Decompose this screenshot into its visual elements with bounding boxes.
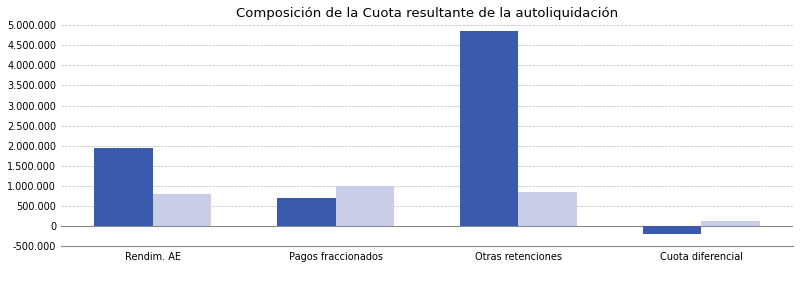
Bar bbox=[702, 221, 760, 226]
Title: Composición de la Cuota resultante de la autoliquidación: Composición de la Cuota resultante de la… bbox=[236, 7, 618, 20]
Bar bbox=[518, 192, 577, 226]
Bar bbox=[460, 31, 518, 226]
Bar bbox=[335, 186, 394, 226]
Bar bbox=[642, 226, 702, 234]
Bar bbox=[153, 194, 211, 226]
Bar bbox=[277, 198, 335, 226]
Bar bbox=[94, 148, 153, 226]
